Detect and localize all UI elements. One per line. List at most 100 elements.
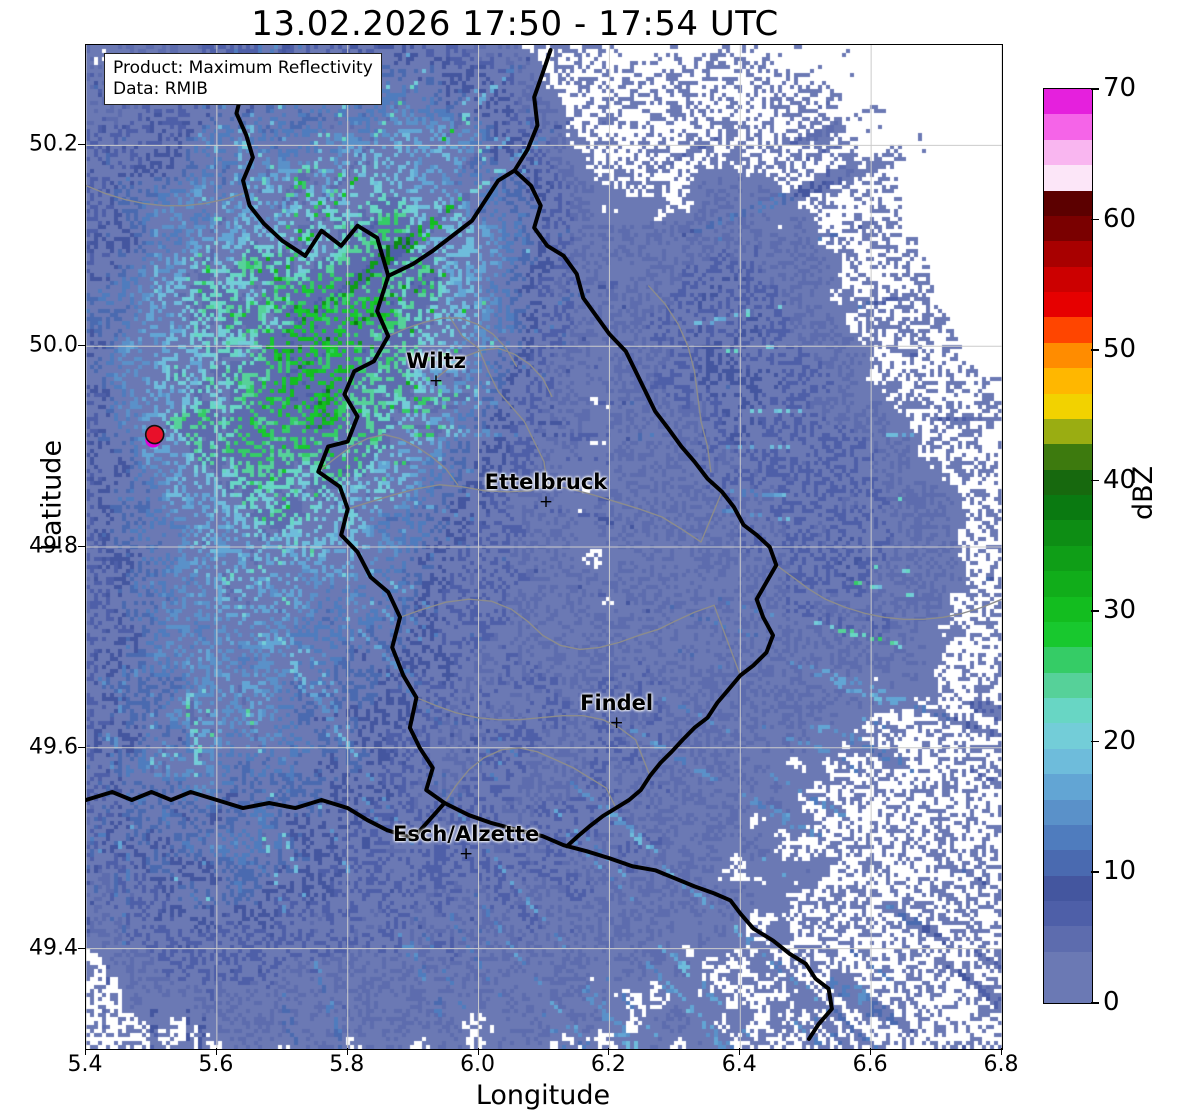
city-label-wiltz: Wiltz + xyxy=(406,351,466,390)
y-tick-label: 50.2 xyxy=(29,131,78,157)
colorbar-tick-mark xyxy=(1091,218,1099,221)
colorbar-band xyxy=(1044,951,1092,978)
x-tick-label: 5.4 xyxy=(67,1052,103,1077)
page-title: 13.02.2026 17:50 - 17:54 UTC xyxy=(251,4,779,44)
colorbar-band xyxy=(1044,926,1092,952)
colorbar-band xyxy=(1044,190,1092,216)
y-tick-label: 50.0 xyxy=(29,332,78,358)
y-axis-label: Latitude xyxy=(36,439,68,552)
info-product-line: Product: Maximum Reflectivity xyxy=(113,58,373,78)
colorbar-band xyxy=(1044,241,1092,267)
city-label-layer: Wiltz + Ettelbruck + Findel + Esch/Alzette + xyxy=(86,45,1002,1049)
colorbar-tick-label: 40 xyxy=(1103,464,1137,495)
colorbar-band xyxy=(1044,89,1092,115)
x-tick-mark xyxy=(85,1048,86,1055)
colorbar-band xyxy=(1044,266,1092,292)
colorbar-band xyxy=(1044,621,1092,648)
city-name: Ettelbruck xyxy=(484,469,608,494)
colorbar xyxy=(1043,88,1093,1004)
colorbar-band xyxy=(1044,799,1092,825)
city-name: Wiltz xyxy=(406,349,466,374)
x-tick-label: 6.0 xyxy=(460,1052,496,1077)
colorbar-tick-label: 10 xyxy=(1103,856,1137,887)
city-marker: + xyxy=(538,491,554,512)
colorbar-band xyxy=(1044,571,1092,597)
colorbar-tick-mark xyxy=(1091,871,1099,874)
colorbar-band xyxy=(1044,520,1092,546)
y-tick-label: 49.6 xyxy=(29,734,78,760)
colorbar-band xyxy=(1044,139,1092,166)
city-label-esch-alzette: Esch/Alzette + xyxy=(393,824,539,863)
city-marker: + xyxy=(428,371,444,392)
colorbar-band xyxy=(1044,317,1092,343)
colorbar-band xyxy=(1044,875,1092,901)
colorbar-tick-mark xyxy=(1091,610,1099,612)
colorbar-band xyxy=(1044,393,1092,419)
city-marker: + xyxy=(609,712,624,733)
x-tick-label: 5.8 xyxy=(329,1052,365,1077)
colorbar-band xyxy=(1044,342,1092,369)
city-name: Esch/Alzette xyxy=(393,822,540,847)
colorbar-band xyxy=(1044,901,1092,927)
colorbar-band xyxy=(1044,850,1092,876)
x-tick-mark xyxy=(346,1048,348,1055)
x-axis-label: Longitude xyxy=(475,1080,611,1111)
city-label-ettelbruck: Ettelbruck + xyxy=(484,469,608,512)
colorbar-band xyxy=(1044,444,1092,470)
colorbar-band xyxy=(1044,748,1092,775)
colorbar-band xyxy=(1044,698,1092,724)
colorbar-band xyxy=(1044,165,1092,191)
colorbar-band xyxy=(1044,545,1092,572)
y-tick-mark xyxy=(78,144,85,146)
colorbar-tick-label: 50 xyxy=(1103,334,1137,365)
colorbar-tick-mark xyxy=(1091,349,1099,351)
colorbar-tick-mark xyxy=(1091,1002,1099,1004)
colorbar-band xyxy=(1044,723,1092,749)
y-tick-label: 49.8 xyxy=(29,533,78,559)
radar-site-marker xyxy=(144,424,165,448)
district-boundaries xyxy=(86,184,1002,809)
colorbar-band xyxy=(1044,495,1092,521)
colorbar-band xyxy=(1044,824,1092,851)
colorbar-tick-label: 70 xyxy=(1103,73,1137,103)
x-tick-mark xyxy=(870,1048,872,1055)
x-tick-mark xyxy=(608,1048,610,1055)
colorbar-band xyxy=(1044,672,1092,698)
colorbar-tick-label: 60 xyxy=(1103,203,1137,234)
colorbar-tick-label: 0 xyxy=(1103,987,1120,1017)
x-tick-mark xyxy=(739,1048,741,1055)
y-tick-mark xyxy=(78,546,85,547)
colorbar-band xyxy=(1044,292,1092,318)
y-tick-mark xyxy=(78,345,85,347)
colorbar-band xyxy=(1044,418,1092,445)
product-info-box: Product: Maximum Reflectivity Data: RMIB xyxy=(104,53,382,106)
x-tick-label: 6.4 xyxy=(721,1052,757,1077)
colorbar-band xyxy=(1044,368,1092,394)
x-tick-label: 5.6 xyxy=(198,1052,234,1077)
colorbar-tick-mark xyxy=(1091,479,1099,482)
city-marker: + xyxy=(459,844,474,865)
x-tick-label: 6.6 xyxy=(852,1052,888,1077)
y-tick-label: 49.4 xyxy=(29,935,78,961)
colorbar-tick-label: 20 xyxy=(1103,725,1137,756)
colorbar-band xyxy=(1044,114,1092,140)
x-tick-mark xyxy=(215,1048,217,1055)
city-name: Findel xyxy=(580,690,654,715)
x-tick-mark xyxy=(1001,1048,1002,1055)
colorbar-band xyxy=(1044,215,1092,242)
x-tick-mark xyxy=(477,1048,479,1055)
colorbar-tick-mark xyxy=(1091,740,1099,743)
y-tick-mark xyxy=(78,746,85,748)
info-data-line: Data: RMIB xyxy=(113,78,208,99)
city-label-findel: Findel + xyxy=(580,690,654,733)
colorbar-band xyxy=(1044,977,1092,1003)
y-tick-mark xyxy=(78,947,85,949)
radar-plot-panel: Wiltz + Ettelbruck + Findel + Esch/Alzette + Pr… xyxy=(85,44,1003,1050)
colorbar-tick-label: 30 xyxy=(1103,595,1137,626)
colorbar-band xyxy=(1044,774,1092,800)
colorbar-band xyxy=(1044,596,1092,622)
colorbar-band xyxy=(1044,647,1092,673)
colorbar-title: dBZ xyxy=(1128,465,1159,520)
colorbar-tick-mark xyxy=(1091,88,1099,90)
x-tick-label: 6.2 xyxy=(590,1052,626,1077)
